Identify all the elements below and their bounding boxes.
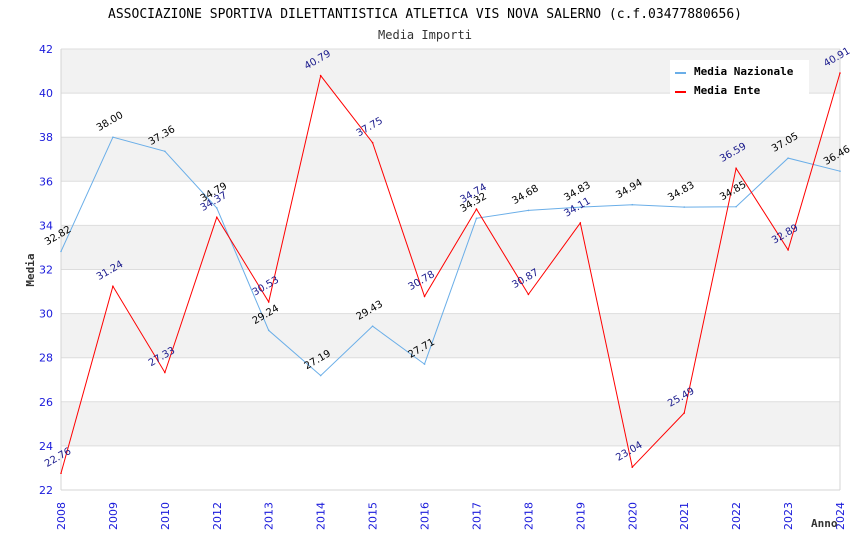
y-tick-label: 24 [39,440,53,453]
x-tick-label: 2022 [730,502,743,530]
plot-frame [60,49,841,491]
data-point-media-nazionale [579,206,582,208]
x-tick-label: 2012 [211,502,224,530]
data-point-media-ente [423,295,426,298]
chart-subtitle: Media Importi [378,28,472,42]
x-tick-label: 2021 [678,502,691,530]
data-point-media-nazionale [267,329,270,332]
x-tick-label: 2023 [782,502,795,530]
data-point-media-ente [319,74,322,77]
data-point-media-nazionale [683,206,685,208]
x-tick-label: 2016 [419,502,432,530]
y-tick-label: 34 [39,219,53,232]
x-tick-label: 2008 [55,502,68,530]
data-point-media-nazionale [371,325,374,327]
x-axis-label: Anno [811,517,838,530]
x-tick-label: 2018 [522,502,535,530]
x-tick-label: 2015 [367,502,380,530]
x-tick-label: 2009 [107,502,120,530]
y-tick-label: 36 [39,175,53,188]
x-tick-label: 2010 [159,502,172,530]
data-point-media-ente [839,72,841,74]
data-point-media-ente [735,167,737,170]
data-point-media-nazionale [631,203,634,206]
data-point-media-ente [112,285,114,288]
data-point-media-nazionale [216,207,218,209]
data-point-media-ente [527,293,530,296]
y-tick-label: 28 [39,352,53,365]
x-tick-label: 2013 [263,502,276,530]
background-band [61,225,840,270]
background-band [61,313,840,358]
data-point-media-ente [60,472,62,475]
y-tick-label: 42 [39,43,53,56]
background-band [61,181,840,226]
data-point-media-ente [164,371,166,374]
data-point-media-nazionale [60,250,62,253]
data-point-media-ente [683,412,685,414]
y-axis-label: Media [24,253,37,286]
data-point-media-nazionale [319,374,322,377]
y-tick-label: 38 [39,131,53,144]
background-band [61,93,840,138]
data-point-media-nazionale [475,217,478,220]
data-point-media-ente [371,141,374,144]
data-point-media-nazionale [164,150,166,153]
y-tick-label: 30 [39,308,53,321]
series-line-media-ente [60,72,841,474]
y-tick-label: 32 [39,264,53,277]
data-point-media-ente [216,216,218,219]
data-point-media-ente [475,208,478,210]
series-lines [60,72,841,475]
x-axis-ticks: 2008 2009 2010 2012 2013 2014 2015 2016 2017 2018… [55,502,847,530]
x-tick-label: 2020 [626,502,639,530]
y-axis-ticks: 22 24 26 28 30 32 34 36 38 40 42 [39,43,53,497]
x-tick-label: 2019 [574,502,587,530]
y-tick-label: 26 [39,396,53,409]
legend-box [670,60,809,96]
data-point-media-nazionale [735,205,737,208]
y-tick-label: 22 [39,484,53,497]
chart-title: ASSOCIAZIONE SPORTIVA DILETTANTISTICA AT… [108,7,742,22]
data-point-media-ente [631,466,634,468]
data-point-media-ente [267,301,270,303]
data-point-media-nazionale [839,170,841,172]
background-band [61,401,840,446]
x-tick-label: 2024 [834,502,847,530]
legend: Media Nazionale Media Ente [670,60,809,97]
background-band [61,137,840,182]
data-point-media-nazionale [423,363,426,365]
data-point-media-ente [579,222,582,224]
data-point-media-nazionale [787,157,789,159]
background-band [61,445,840,490]
legend-label-media-ente: Media Ente [694,84,761,97]
series-line-media-nazionale [60,136,841,377]
y-tick-label: 40 [39,87,53,100]
background-band [61,357,840,402]
x-tick-label: 2017 [470,502,483,530]
data-point-media-nazionale [527,209,530,212]
data-point-media-ente [787,249,789,251]
x-tick-label: 2014 [315,502,328,530]
legend-label-media-nazionale: Media Nazionale [694,65,794,78]
data-point-media-nazionale [112,136,114,138]
